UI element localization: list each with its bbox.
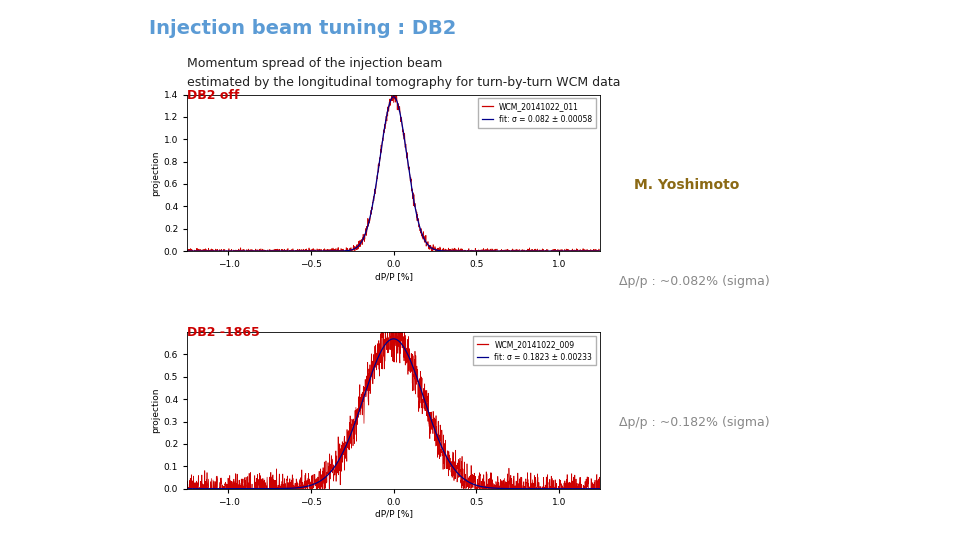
Legend: WCM_20141022_011, fit: σ = 0.082 ± 0.00058: WCM_20141022_011, fit: σ = 0.082 ± 0.000… [478,98,596,128]
Text: M. Yoshimoto: M. Yoshimoto [634,178,739,192]
X-axis label: dP/P [%]: dP/P [%] [374,510,413,518]
Text: Injection beam tuning : DB2: Injection beam tuning : DB2 [149,19,456,38]
Text: DB2 off: DB2 off [187,89,240,102]
X-axis label: dP/P [%]: dP/P [%] [374,272,413,281]
Text: estimated by the longitudinal tomography for turn-by-turn WCM data: estimated by the longitudinal tomography… [187,76,621,89]
Y-axis label: projection: projection [151,150,159,195]
Legend: WCM_20141022_009, fit: σ = 0.1823 ± 0.00233: WCM_20141022_009, fit: σ = 0.1823 ± 0.00… [473,336,596,366]
Text: Δp/p : ~0.182% (sigma): Δp/p : ~0.182% (sigma) [619,416,770,429]
Text: Momentum spread of the injection beam: Momentum spread of the injection beam [187,57,443,70]
Text: DB2 -1865: DB2 -1865 [187,326,260,339]
Y-axis label: projection: projection [151,388,159,433]
Text: Δp/p : ~0.082% (sigma): Δp/p : ~0.082% (sigma) [619,275,770,288]
